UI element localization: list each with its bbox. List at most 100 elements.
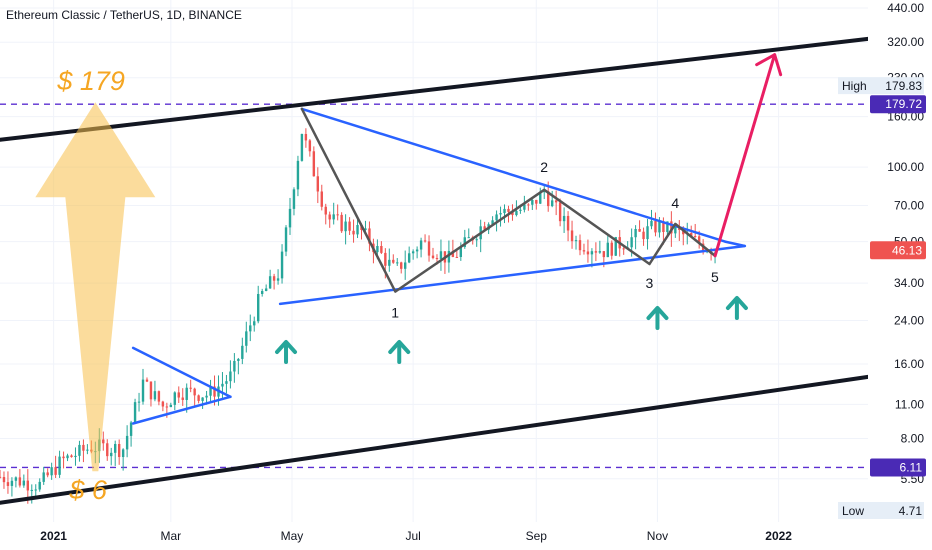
candle-down <box>316 176 320 192</box>
candle-down <box>582 250 586 252</box>
wave-label-4: 4 <box>671 195 679 211</box>
candle-up <box>257 293 260 322</box>
candle-up <box>185 387 188 400</box>
candle-up <box>284 227 288 252</box>
candle-up <box>276 278 280 281</box>
candle-up <box>674 227 677 234</box>
candle-up <box>376 245 379 253</box>
candle-up <box>634 228 637 238</box>
candle-up <box>519 209 522 211</box>
candle-down <box>547 191 550 207</box>
candle-up <box>253 321 256 326</box>
candle-up <box>296 160 300 190</box>
level-high-badge <box>870 95 926 114</box>
candle-down <box>145 379 149 382</box>
candle-up <box>459 246 463 257</box>
candle-up <box>209 386 212 396</box>
candle-down <box>181 397 184 400</box>
candle-up <box>495 214 498 221</box>
candle-down <box>670 221 673 234</box>
candle-down <box>340 214 343 232</box>
time-tick-label: 2021 <box>40 529 67 543</box>
candle-down <box>54 467 57 475</box>
candle-up <box>344 221 347 232</box>
time-tick-label: Sep <box>526 529 548 543</box>
candle-down <box>197 395 200 401</box>
candle-down <box>527 204 530 206</box>
candle-up <box>229 371 232 382</box>
candle-up <box>439 251 443 259</box>
candle-up <box>42 472 45 482</box>
candle-up <box>38 481 41 490</box>
candle-down <box>392 259 395 263</box>
candle-up <box>447 250 451 263</box>
triangle-top-line <box>300 107 727 243</box>
candle-up <box>650 220 653 227</box>
time-tick-label: 2022 <box>765 529 792 543</box>
candle-up <box>503 208 506 214</box>
price-tick-label: 24.00 <box>894 314 924 328</box>
candle-down <box>157 391 161 402</box>
candle-down <box>384 252 387 266</box>
candle-down <box>165 406 169 408</box>
candle-up <box>201 397 204 401</box>
wave-label-3: 3 <box>646 275 654 291</box>
time-tick-label: Jul <box>405 529 420 543</box>
low-value: 4.71 <box>899 504 923 518</box>
candle-down <box>400 262 403 269</box>
candle-down <box>46 472 49 476</box>
candle-down <box>427 241 431 256</box>
candle-down <box>507 208 510 212</box>
big-upward-arrow <box>35 102 156 472</box>
candle-down <box>189 387 192 389</box>
candle-down <box>328 214 331 220</box>
candle-up <box>280 251 284 279</box>
candle-up <box>411 251 415 254</box>
chart-title: Ethereum Classic / TetherUS, 1D, BINANCE <box>6 8 242 22</box>
candle-up <box>237 358 240 361</box>
candle-down <box>431 255 435 259</box>
candle-up <box>288 208 292 228</box>
candle-down <box>117 444 121 458</box>
candle-down <box>654 220 657 233</box>
candle-up <box>356 225 359 235</box>
candle-down <box>272 276 276 281</box>
candle-up <box>121 449 125 458</box>
candle-down <box>102 439 105 444</box>
candle-up <box>22 480 26 486</box>
current-price-badge <box>870 241 926 260</box>
level-low-value: 6.11 <box>900 460 923 474</box>
time-axis-bg <box>0 522 868 550</box>
candle-up <box>173 392 176 405</box>
candle-down <box>308 140 312 152</box>
candle-up <box>419 240 423 250</box>
candle-up <box>141 379 145 402</box>
candle-up <box>491 220 494 225</box>
candles <box>0 128 717 504</box>
candle-up <box>114 444 117 453</box>
candle-up <box>78 444 81 456</box>
time-tick-label: May <box>281 529 304 543</box>
candle-up <box>403 262 407 269</box>
candle-down <box>312 151 316 177</box>
candle-up <box>666 221 669 232</box>
candle-down <box>570 230 574 242</box>
candle-up <box>260 290 264 294</box>
candle-down <box>693 236 697 238</box>
candle-down <box>193 388 196 396</box>
candle-down <box>511 211 514 216</box>
candle-down <box>304 133 308 141</box>
candle-down <box>82 444 85 451</box>
target-price-label: $ 179 <box>56 66 125 96</box>
candle-up <box>14 477 18 481</box>
candle-down <box>483 226 486 230</box>
wave-label-1: 1 <box>391 305 399 321</box>
candle-down <box>380 245 383 253</box>
candle-down <box>213 386 216 397</box>
high-badge <box>838 77 924 95</box>
candle-down <box>455 256 459 258</box>
candle-down <box>602 251 606 258</box>
candle-down <box>662 221 665 232</box>
candle-down <box>622 248 625 250</box>
price-tick-label: 34.00 <box>894 276 924 290</box>
